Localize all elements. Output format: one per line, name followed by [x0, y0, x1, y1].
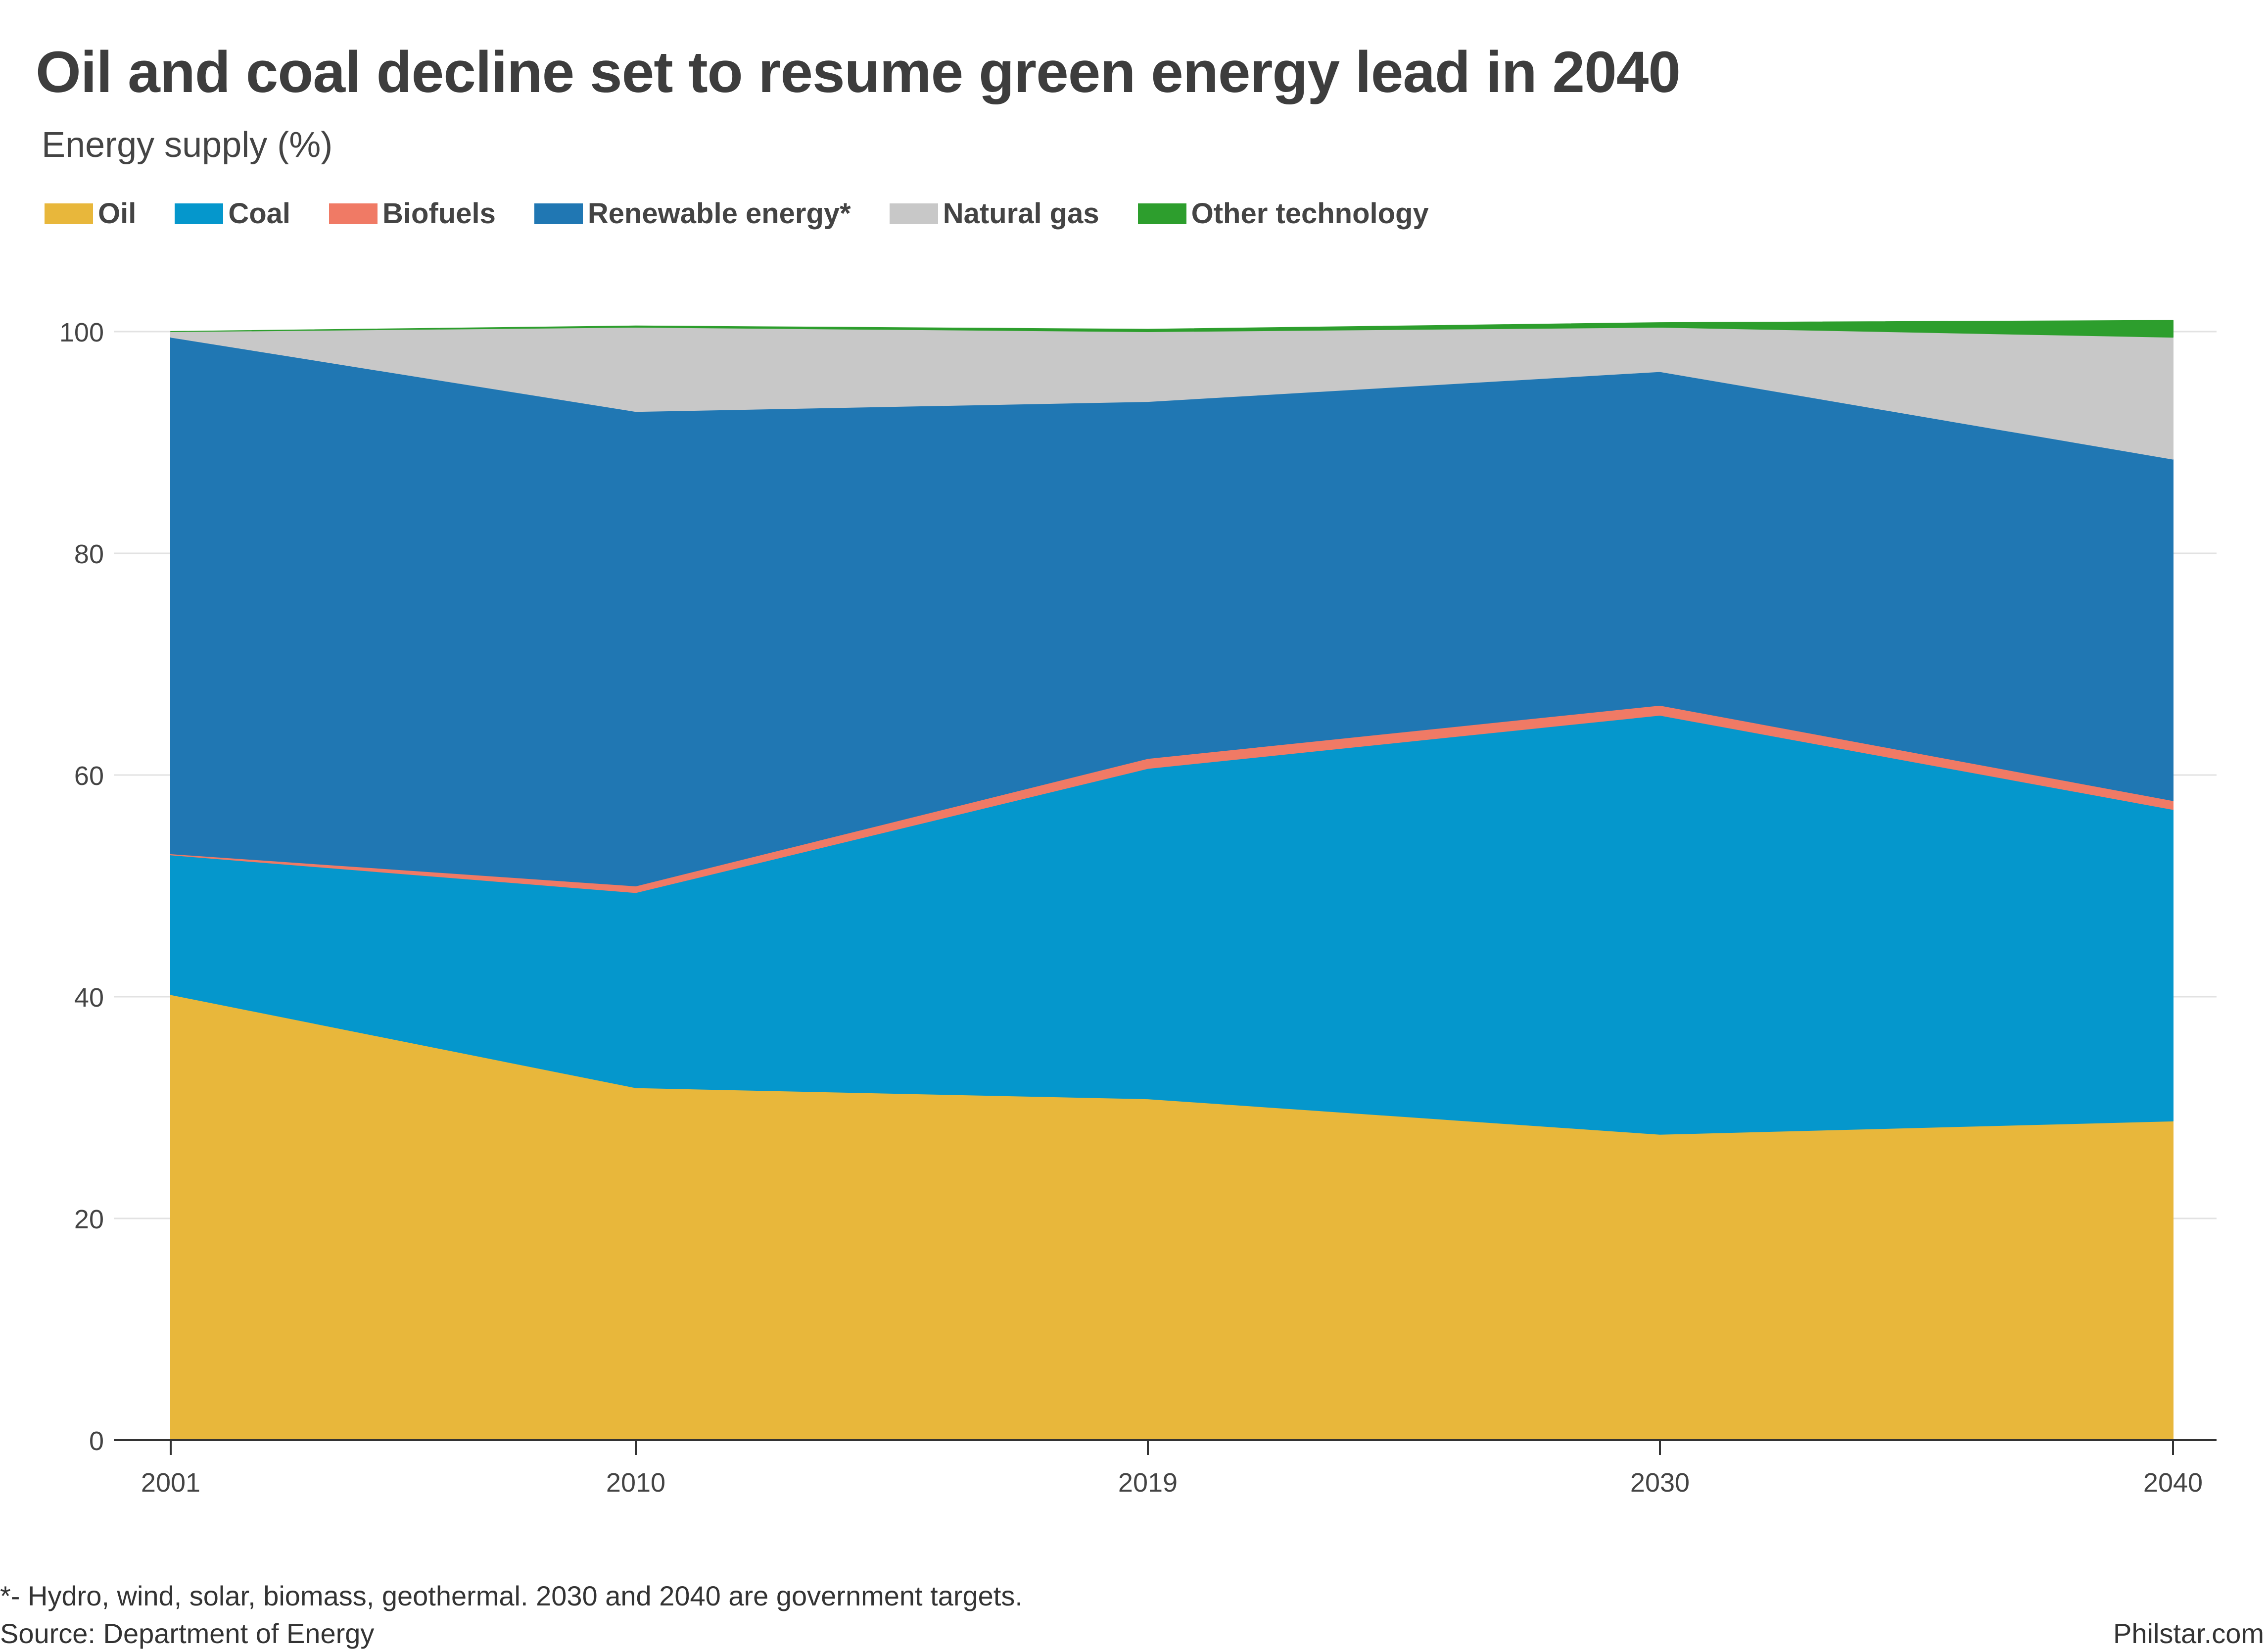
legend-item-natural-gas: Natural gas	[889, 197, 1099, 230]
legend: Oil Coal Biofuels Renewable energy* Natu…	[45, 197, 1467, 230]
legend-item-coal: Coal	[175, 197, 290, 230]
y-tick-label: 60	[74, 761, 104, 791]
source-note: Source: Department of Energy	[0, 1618, 375, 1649]
y-tick-label: 0	[89, 1426, 104, 1456]
y-tick-label: 20	[74, 1205, 104, 1234]
credit: Philstar.com	[2113, 1618, 2264, 1649]
legend-label-oil: Oil	[98, 197, 137, 230]
legend-item-biofuels: Biofuels	[329, 197, 496, 230]
y-tick-label: 40	[74, 983, 104, 1013]
x-tick-label: 2019	[1118, 1468, 1178, 1498]
legend-item-other-technology: Other technology	[1137, 197, 1429, 230]
x-tick-label: 2030	[1630, 1468, 1690, 1498]
legend-swatch-renewable	[534, 203, 583, 224]
y-tick-label: 100	[59, 318, 104, 347]
x-tick-label: 2040	[2143, 1468, 2203, 1498]
legend-swatch-biofuels	[329, 203, 378, 224]
area-layers	[170, 320, 2174, 1441]
legend-item-renewable: Renewable energy*	[534, 197, 851, 230]
legend-swatch-natural-gas	[889, 203, 938, 224]
footnote: *- Hydro, wind, solar, biomass, geotherm…	[0, 1580, 1023, 1611]
legend-swatch-other-technology	[1137, 203, 1186, 224]
chart-title: Oil and coal decline set to resume green…	[36, 40, 1681, 105]
legend-swatch-coal	[175, 203, 224, 224]
legend-item-oil: Oil	[45, 197, 136, 230]
legend-label-biofuels: Biofuels	[382, 197, 496, 230]
y-tick-label: 80	[74, 539, 104, 569]
legend-label-coal: Coal	[228, 197, 291, 230]
legend-swatch-oil	[45, 203, 93, 224]
x-tick-label: 2001	[141, 1468, 200, 1498]
legend-label-natural-gas: Natural gas	[943, 197, 1099, 230]
chart-subtitle: Energy supply (%)	[42, 125, 333, 165]
x-tick-label: 2010	[606, 1468, 665, 1498]
legend-label-renewable: Renewable energy*	[587, 197, 851, 230]
area-other-technology	[170, 320, 2174, 338]
legend-label-other-technology: Other technology	[1191, 197, 1429, 230]
